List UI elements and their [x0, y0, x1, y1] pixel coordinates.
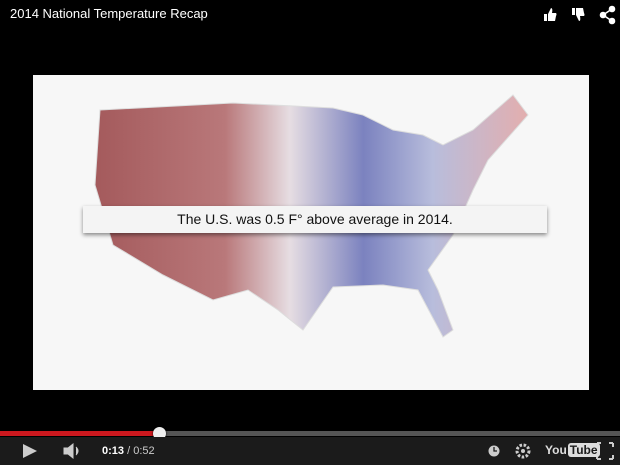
scrubber[interactable]: [153, 427, 166, 440]
dislike-button[interactable]: [572, 8, 585, 21]
video-title[interactable]: 2014 National Temperature Recap: [10, 6, 208, 21]
top-icons: [544, 5, 616, 25]
logo-tube: Tube: [567, 443, 600, 457]
like-button[interactable]: [544, 8, 557, 21]
caption: The U.S. was 0.5 F° above average in 201…: [83, 206, 547, 233]
current-time: 0:13: [102, 445, 125, 457]
watch-later-button[interactable]: [488, 445, 500, 457]
settings-button[interactable]: [515, 443, 531, 459]
youtube-logo[interactable]: You Tube: [545, 443, 600, 457]
play-button[interactable]: [23, 444, 37, 458]
control-icons: [23, 442, 614, 460]
volume-button[interactable]: [63, 442, 79, 460]
progress-played: [0, 431, 160, 436]
share-button[interactable]: [599, 5, 616, 25]
time-separator: /: [127, 445, 131, 457]
logo-you: You: [545, 443, 567, 457]
time-display: 0:13 / 0:52: [102, 445, 155, 457]
duration: 0:52: [133, 445, 155, 457]
progress-track[interactable]: [0, 431, 620, 436]
